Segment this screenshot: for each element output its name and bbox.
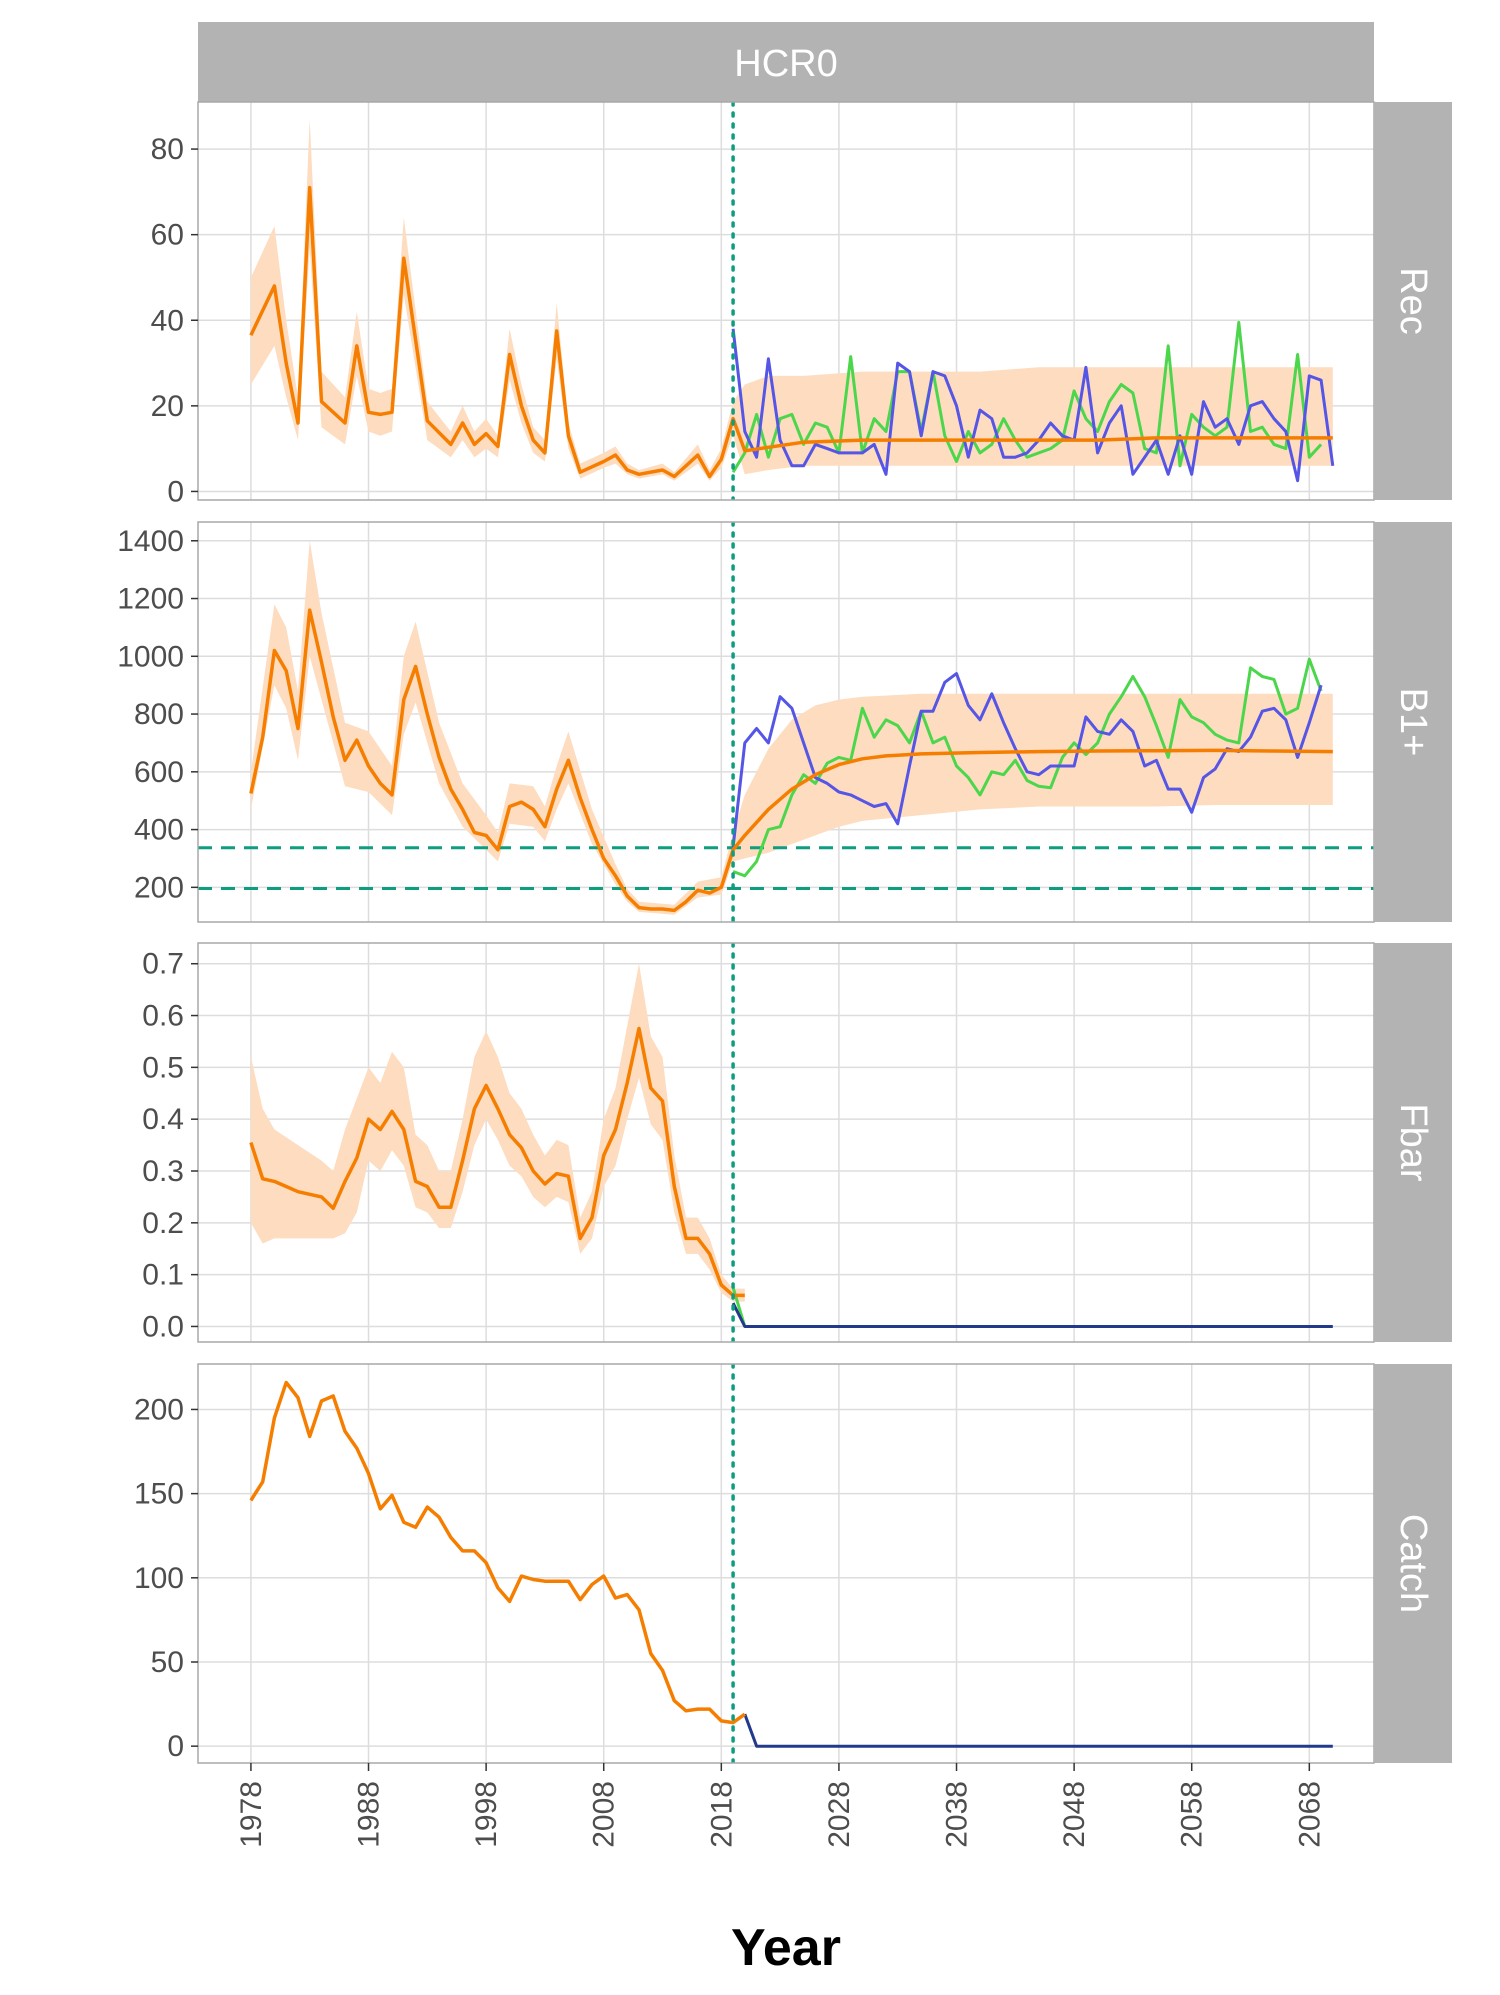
panel-catch-y-tick-label: 200 bbox=[134, 1393, 184, 1426]
panel-b1-y-tick-label: 200 bbox=[134, 871, 184, 904]
x-tick-label: 2058 bbox=[1176, 1781, 1209, 1848]
panel-fbar-y-tick-label: 0.2 bbox=[142, 1207, 184, 1240]
x-tick-label: 2028 bbox=[823, 1781, 856, 1848]
panel-b1-median-line bbox=[249, 608, 1333, 913]
panel-fbar-y-tick-label: 0.3 bbox=[142, 1155, 184, 1188]
panel-catch-iteration-line-1 bbox=[743, 1713, 1333, 1748]
panel-rec-y-tick-label: 60 bbox=[151, 219, 184, 252]
panel-b1-strip-label: B1+ bbox=[1392, 688, 1434, 757]
panel-b1-y-tick-label: 800 bbox=[134, 698, 184, 731]
panel-fbar-uncertainty-band bbox=[250, 963, 745, 1302]
panel-b1-y-tick-label: 1000 bbox=[117, 640, 184, 673]
x-tick-label: 1978 bbox=[235, 1781, 268, 1848]
panel-catch-y-tick-label: 50 bbox=[151, 1646, 184, 1679]
panel-fbar-y-tick-label: 0.5 bbox=[142, 1051, 184, 1084]
panel-fbar-median-line bbox=[249, 1026, 745, 1298]
panel-b1-iteration-line-1 bbox=[732, 657, 1323, 878]
x-tick-label: 2048 bbox=[1058, 1781, 1091, 1848]
panel-rec-median-line bbox=[249, 185, 1333, 479]
panel-fbar-iteration-line-2 bbox=[731, 1302, 1333, 1328]
panel-rec-iteration-line-1 bbox=[731, 320, 1323, 473]
x-tick-label: 2068 bbox=[1293, 1781, 1326, 1848]
panel-catch-median-line bbox=[249, 1380, 746, 1725]
panel-b1: 200 400 600 800 1000 1200 1400 B1+ bbox=[117, 521, 1452, 923]
panel-b1-y-tick-label: 1200 bbox=[117, 583, 184, 616]
panel-b1-iteration-line-2 bbox=[731, 672, 1323, 848]
panel-fbar-y-tick-label: 0.0 bbox=[142, 1310, 184, 1343]
panel-rec-y-tick-label: 40 bbox=[151, 304, 184, 337]
x-tick-label: 2018 bbox=[705, 1781, 738, 1848]
x-tick-label: 2008 bbox=[588, 1781, 621, 1848]
facet-strip-top bbox=[198, 22, 1374, 102]
panel-b1-uncertainty-band bbox=[250, 540, 1333, 915]
panel-catch-y-tick-label: 0 bbox=[167, 1730, 184, 1763]
panel-rec: 0 20 40 60 80 Rec bbox=[151, 101, 1452, 508]
panel-b1-marks bbox=[198, 522, 1374, 922]
panel-fbar-strip-label: Fbar bbox=[1392, 1103, 1434, 1181]
panel-catch-strip-label: Catch bbox=[1392, 1514, 1434, 1613]
facet-title: HCR0 bbox=[734, 43, 837, 85]
panel-catch: 0 50 100 150 200 Catch bbox=[134, 1363, 1452, 1764]
x-axis-title: Year bbox=[731, 1919, 841, 1977]
panel-rec-uncertainty-band bbox=[250, 119, 1333, 481]
panel-fbar-marks bbox=[249, 943, 1333, 1342]
panel-b1-strip bbox=[1374, 522, 1452, 922]
panels: 020406080Rec200400600800100012001400B1+0… bbox=[117, 101, 1452, 1764]
x-tick-label: 1998 bbox=[470, 1781, 503, 1848]
panel-fbar: 0.0 0.1 0.2 0.3 0.4 0.5 0.6 0.7 Fbar bbox=[142, 942, 1452, 1343]
x-tick-label: 1988 bbox=[353, 1781, 386, 1848]
panel-rec-strip bbox=[1374, 102, 1452, 500]
panel-fbar-y-tick-label: 0.7 bbox=[142, 948, 184, 981]
panel-fbar-y-tick-label: 0.1 bbox=[142, 1259, 184, 1292]
panel-fbar-strip bbox=[1374, 943, 1452, 1342]
panel-fbar-y-tick-label: 0.6 bbox=[142, 1000, 184, 1033]
panel-catch-strip bbox=[1374, 1364, 1452, 1763]
panel-rec-strip-label: Rec bbox=[1392, 267, 1434, 335]
x-axis: 1978 1988 1998 2008 2018 2028 2038 2048 2058 2068 bbox=[235, 1763, 1326, 1848]
x-tick-label: 2038 bbox=[941, 1781, 974, 1848]
panel-b1-y-tick-label: 600 bbox=[134, 756, 184, 789]
panel-catch-y-tick-label: 100 bbox=[134, 1562, 184, 1595]
panel-b1-y-tick-label: 400 bbox=[134, 814, 184, 847]
panel-fbar-y-tick-label: 0.4 bbox=[142, 1103, 184, 1136]
panel-catch-y-tick-label: 150 bbox=[134, 1478, 184, 1511]
panel-rec-y-tick-label: 80 bbox=[151, 133, 184, 166]
panel-rec-iteration-line-2 bbox=[731, 328, 1335, 483]
panel-b1-y-tick-label: 1400 bbox=[117, 525, 184, 558]
panel-rec-y-tick-label: 20 bbox=[151, 390, 184, 423]
panel-catch-marks bbox=[249, 1364, 1333, 1763]
panel-rec-marks bbox=[249, 102, 1335, 500]
panel-rec-y-tick-label: 0 bbox=[167, 475, 184, 508]
